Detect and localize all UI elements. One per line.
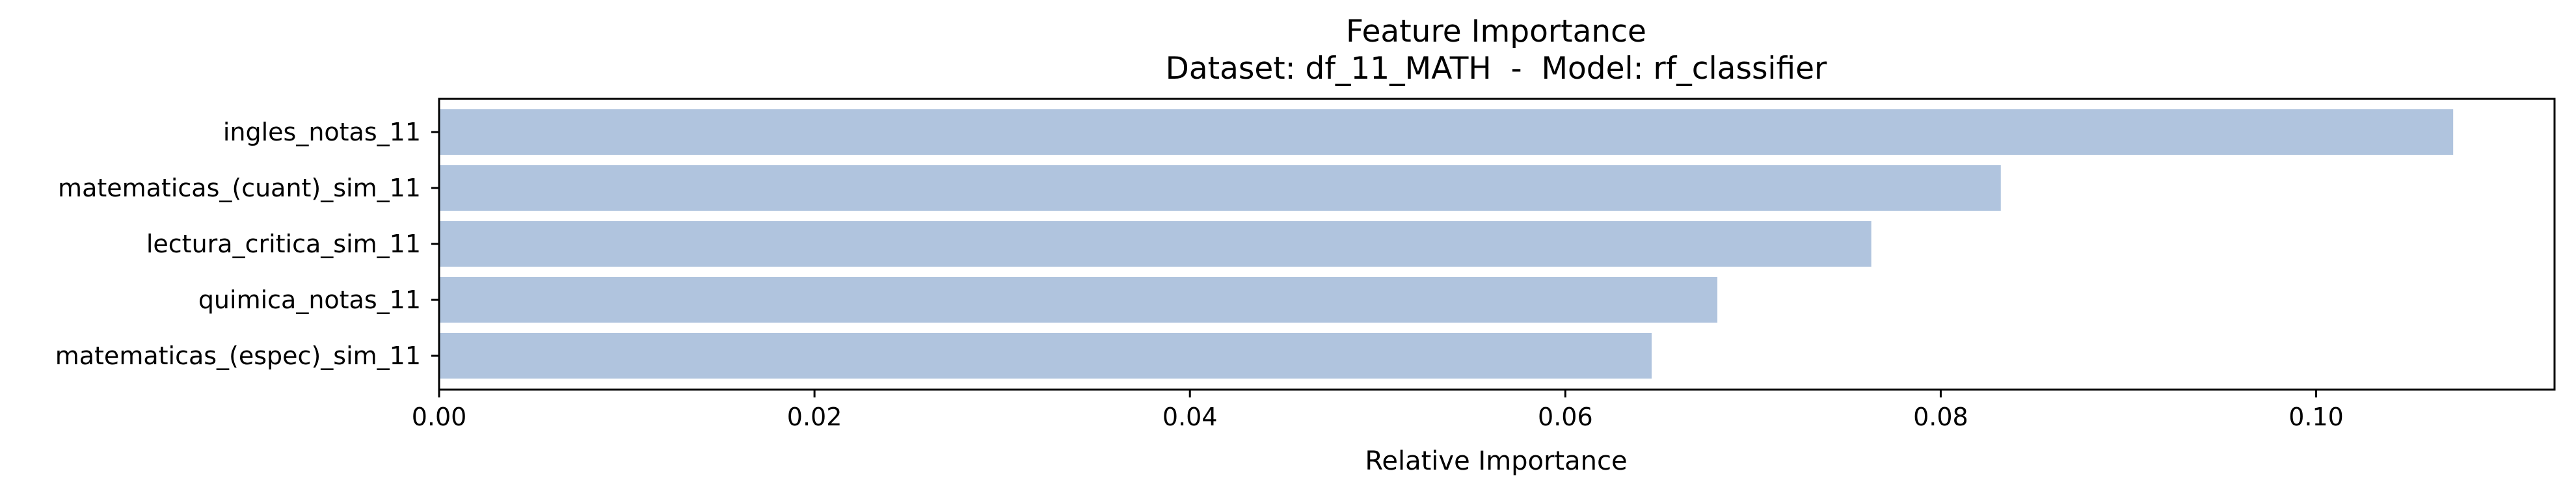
bar (439, 109, 2454, 155)
x-tick-label: 0.00 (412, 403, 467, 431)
y-tick-label: lectura_critica_sim_11 (146, 230, 421, 258)
x-tick-label: 0.06 (1538, 403, 1593, 431)
y-axis-ticks: ingles_notas_11 matematicas_(cuant)_sim_1… (55, 118, 439, 370)
y-tick-label: matematicas_(espec)_sim_11 (55, 341, 421, 370)
x-tick-label: 0.08 (1913, 403, 1968, 431)
bar (439, 165, 2001, 211)
plot-frame (438, 98, 2556, 391)
y-tick-label: ingles_notas_11 (223, 118, 421, 146)
chart-title: Feature Importance (1346, 14, 1646, 49)
y-tick-label: quimica_notas_11 (198, 286, 421, 314)
y-tick-label: matematicas_(cuant)_sim_11 (58, 174, 421, 202)
bar (439, 221, 1872, 267)
x-axis-ticks: 0.00 0.02 0.04 0.06 0.08 0.10 (412, 390, 2344, 431)
x-axis-label: Relative Importance (1365, 446, 1627, 476)
x-tick-label: 0.04 (1162, 403, 1218, 431)
bar (439, 277, 1718, 323)
x-tick-label: 0.10 (2288, 403, 2344, 431)
x-tick-label: 0.02 (787, 403, 842, 431)
bar-group (439, 109, 2454, 379)
chart-subtitle: Dataset: df_11_MATH - Model: rf_classifi… (1166, 51, 1827, 87)
bar (439, 333, 1652, 379)
